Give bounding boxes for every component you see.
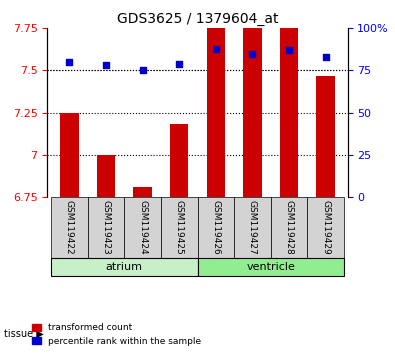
Text: atrium: atrium [106,262,143,272]
Point [139,68,146,73]
Text: tissue ▶: tissue ▶ [4,329,44,338]
Point [213,46,219,51]
FancyBboxPatch shape [198,258,344,276]
Text: GSM119422: GSM119422 [65,200,74,255]
Bar [316,75,335,197]
Point [322,54,329,60]
Text: GSM119429: GSM119429 [321,200,330,255]
Bar [243,0,261,197]
FancyBboxPatch shape [88,197,124,258]
Text: GSM119428: GSM119428 [284,200,293,255]
Text: GSM119425: GSM119425 [175,200,184,255]
Text: GSM119427: GSM119427 [248,200,257,255]
FancyBboxPatch shape [198,197,234,258]
Point [286,47,292,53]
Point [66,59,73,65]
Bar [207,0,225,197]
Bar [280,0,298,197]
Legend: transformed count, percentile rank within the sample: transformed count, percentile rank withi… [28,320,205,349]
FancyBboxPatch shape [51,197,88,258]
Text: GSM119423: GSM119423 [102,200,111,255]
Bar [170,124,188,197]
FancyBboxPatch shape [161,197,198,258]
Point [249,51,256,56]
Bar [134,187,152,197]
FancyBboxPatch shape [307,197,344,258]
Text: GSM119424: GSM119424 [138,200,147,255]
FancyBboxPatch shape [271,197,307,258]
Text: GSM119426: GSM119426 [211,200,220,255]
Point [176,61,182,67]
Text: ventricle: ventricle [246,262,295,272]
Bar [60,113,79,197]
FancyBboxPatch shape [51,258,198,276]
FancyBboxPatch shape [124,197,161,258]
Title: GDS3625 / 1379604_at: GDS3625 / 1379604_at [117,12,278,26]
FancyBboxPatch shape [234,197,271,258]
Point [103,63,109,68]
Bar [97,155,115,197]
